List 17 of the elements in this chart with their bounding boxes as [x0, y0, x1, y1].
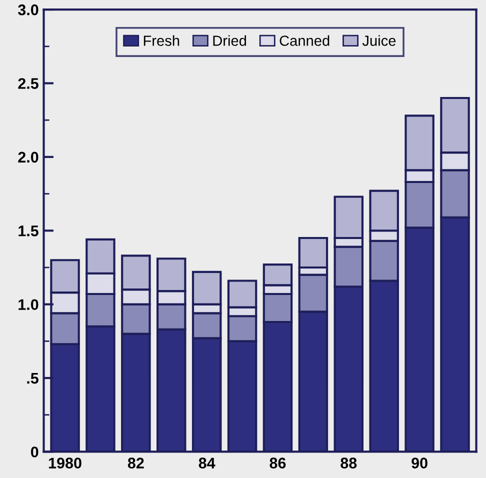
y-tick-label: 1.5 [18, 226, 38, 236]
y-tick-label: .5 [27, 373, 38, 384]
legend-label: Juice [362, 35, 396, 46]
y-tick-label: 3.0 [18, 4, 38, 16]
x-tick-label: 1980 [48, 458, 82, 468]
x-tick-label: 90 [412, 458, 428, 468]
legend-label: Fresh [144, 35, 180, 46]
legend-label: Canned [280, 35, 330, 46]
y-tick-label: 0 [30, 446, 38, 458]
y-tick-label: 1.0 [18, 299, 38, 310]
y-tick-label: 2.0 [18, 152, 38, 163]
legend-label: Dried [213, 35, 246, 46]
x-tick-label: 82 [128, 458, 144, 468]
x-tick-label: 88 [340, 458, 357, 468]
x-tick-label: 84 [198, 458, 216, 468]
y-tick-label: 2.5 [18, 78, 38, 89]
x-tick-label: 86 [270, 458, 286, 468]
